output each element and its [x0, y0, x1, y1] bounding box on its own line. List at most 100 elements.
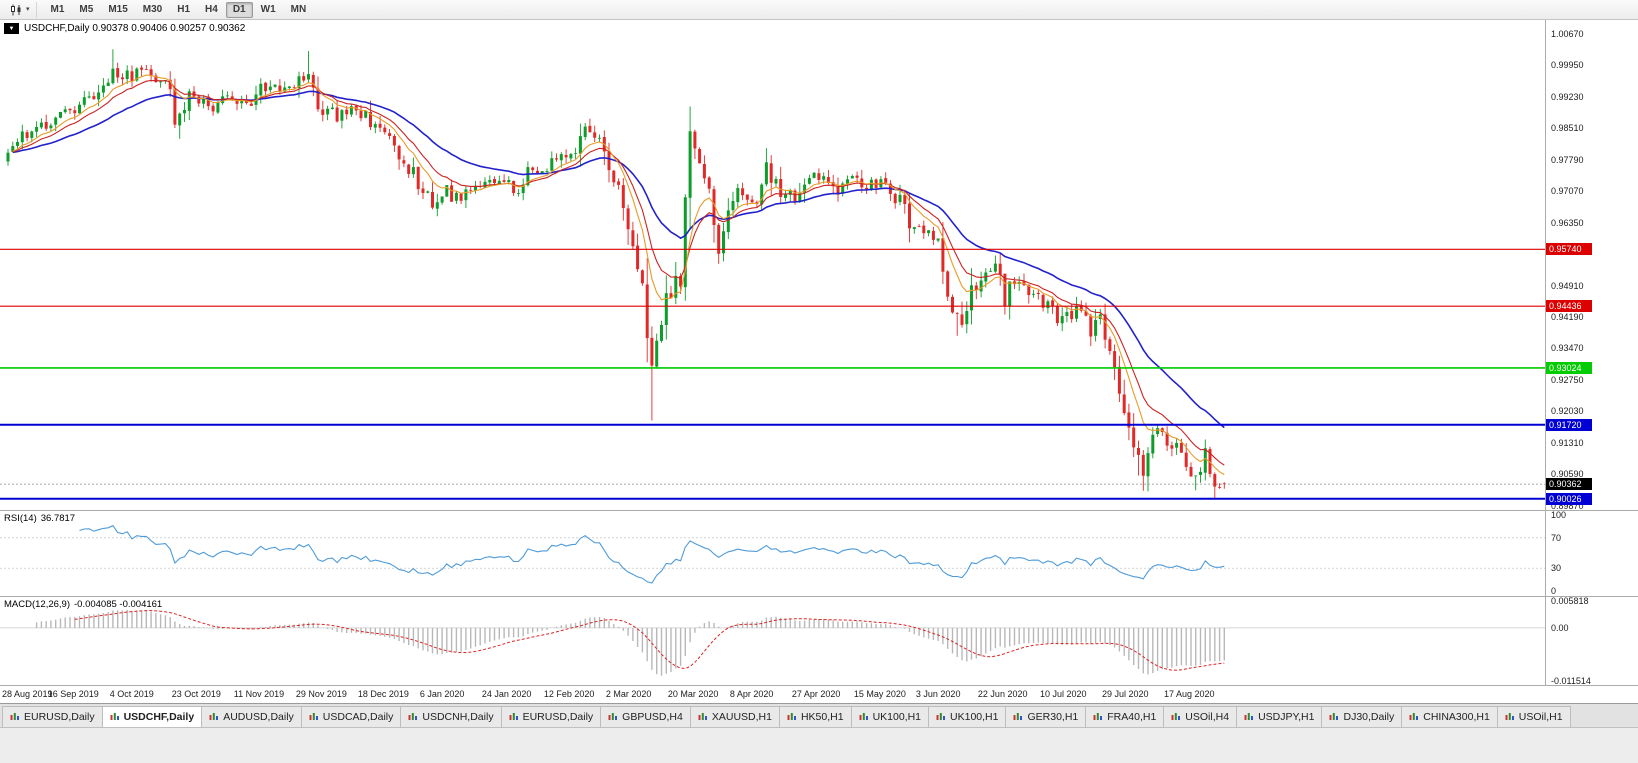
chart-tab-label: GBPUSD,H4 [622, 711, 683, 723]
price-tick: 0.98510 [1551, 123, 1584, 134]
rsi-pane-title: RSI(14) 36.7817 [4, 513, 75, 524]
chart-tab-label: USOil,H1 [1518, 711, 1563, 723]
timeframe-h4[interactable]: H4 [205, 3, 218, 15]
chart-tab-label: FRA40,H1 [1107, 711, 1157, 723]
chart-tab-label: HK50,H1 [800, 711, 844, 723]
chart-tab-label: USOil,H4 [1185, 711, 1230, 723]
chart-title: USDCHF,Daily 0.90378 0.90406 0.90257 0.9… [24, 23, 245, 34]
price-tick: 1.00670 [1551, 29, 1584, 40]
price-chart[interactable] [0, 20, 1545, 510]
chart-tab-hk50-h1[interactable]: HK50,H1 [778, 706, 851, 727]
price-tick: 0.97790 [1551, 154, 1584, 165]
rsi-scale[interactable]: 100 70 30 0 [1545, 510, 1638, 596]
timeframe-m30[interactable]: M30 [142, 3, 163, 15]
price-pane: ▼ USDCHF,Daily 0.90378 0.90406 0.90257 0… [0, 20, 1638, 511]
macd-pane-title: MACD(12,26,9) -0.004085 -0.004161 [4, 599, 162, 610]
chart-icon [110, 713, 119, 720]
date-label: 20 Mar 2020 [667, 689, 719, 699]
chart-tab-usoil-h4[interactable]: USOil,H4 [1163, 706, 1237, 727]
chart-icon [608, 713, 618, 720]
chart-tab-dj30-daily[interactable]: DJ30,Daily [1321, 706, 1402, 727]
date-label: 12 Feb 2020 [543, 689, 595, 699]
chart-tab-audusd-daily[interactable]: AUDUSD,Daily [201, 706, 301, 727]
timeframe-m15[interactable]: M15 [108, 3, 128, 15]
chart-tab-label: EURUSD,Daily [24, 711, 95, 723]
rsi-chart[interactable] [0, 511, 1545, 596]
rsi-label: RSI(14) [4, 513, 37, 524]
level-price-label: 0.95740 [1546, 243, 1592, 256]
timeframe-m1[interactable]: M1 [50, 3, 65, 15]
chart-tab-uk100-h1[interactable]: UK100,H1 [928, 706, 1006, 727]
chart-tab-usdcnh-daily[interactable]: USDCNH,Daily [400, 706, 501, 727]
chart-tab-eurusd-daily[interactable]: EURUSD,Daily [500, 706, 601, 727]
date-label: 27 Apr 2020 [791, 689, 841, 699]
date-label: 17 Aug 2020 [1163, 689, 1215, 699]
chart-tab-eurusd-daily[interactable]: EURUSD,Daily [2, 706, 102, 727]
date-label: 15 May 2020 [853, 689, 906, 699]
chart-tab-china300-h1[interactable]: CHINA300,H1 [1401, 706, 1497, 727]
macd-chart[interactable] [0, 597, 1545, 685]
price-tick: 0.92030 [1551, 406, 1584, 417]
chart-tab-ger30-h1[interactable]: GER30,H1 [1005, 706, 1086, 727]
candlestick-chart-icon [11, 4, 21, 15]
date-label: 6 Jan 2020 [419, 689, 465, 699]
chart-ohlc-values: 0.90378 0.90406 0.90257 0.90362 [92, 23, 246, 34]
rsi-tick: 0 [1551, 586, 1557, 596]
chart-icon [309, 713, 318, 720]
toolbar: ▾ M1 M5 M15 M30 H1 H4 D1 W1 MN [0, 0, 1638, 20]
chart-tab-xauusd-h1[interactable]: XAUUSD,H1 [689, 706, 779, 727]
rsi-pane: RSI(14) 36.7817 100 70 30 0 [0, 510, 1638, 597]
chart-icon [408, 713, 418, 720]
chart-tab-label: EURUSD,Daily [522, 711, 594, 723]
chart-type-button[interactable]: ▾ [4, 1, 37, 18]
timeframe-h1[interactable]: H1 [177, 3, 191, 15]
price-tick: 0.93470 [1551, 343, 1584, 354]
chart-tab-fra40-h1[interactable]: FRA40,H1 [1085, 706, 1164, 727]
chart-tab-label: USDCNH,Daily [422, 711, 494, 723]
macd-values: -0.004085 -0.004161 [74, 599, 163, 610]
price-tick: 0.94190 [1551, 311, 1584, 322]
chart-icon [1244, 713, 1254, 720]
chart-tab-usdjpy-h1[interactable]: USDJPY,H1 [1236, 706, 1322, 727]
chart-icon [209, 713, 219, 720]
timeframe-d1[interactable]: D1 [225, 1, 253, 18]
chart-tab-label: USDJPY,H1 [1258, 711, 1315, 723]
macd-tick: 0.005818 [1551, 596, 1589, 606]
timeframe-buttons: M1 M5 M15 M30 H1 H4 D1 W1 MN [44, 1, 314, 18]
chart-tab-usoil-h1[interactable]: USOil,H1 [1496, 706, 1571, 727]
price-tick: 0.92750 [1551, 374, 1584, 385]
chart-icon [1409, 713, 1419, 720]
price-scale[interactable]: 1.00670 0.99950 0.99230 0.98510 0.97790 0.970… [1545, 20, 1638, 511]
chart-tab-label: USDCHF,Daily [123, 711, 195, 723]
price-tick: 0.91310 [1551, 437, 1584, 448]
level-price-label: 0.93024 [1546, 361, 1592, 374]
macd-scale[interactable]: 0.005818 0.00 -0.011514 [1545, 596, 1638, 686]
time-axis[interactable]: 28 Aug 2019 16 Sep 2019 4 Oct 2019 23 Oct 2… [0, 686, 1638, 704]
rsi-value: 36.7817 [40, 513, 76, 524]
chart-tab-usdchf-daily[interactable]: USDCHF,Daily [101, 706, 202, 727]
macd-tick: -0.011514 [1551, 676, 1591, 686]
timeframe-w1[interactable]: W1 [260, 3, 276, 15]
chart-icon [1171, 713, 1181, 720]
price-tick: 0.94910 [1551, 280, 1584, 291]
dropdown-caret-icon: ▾ [26, 6, 30, 13]
date-label: 2 Mar 2020 [605, 689, 652, 699]
timeframe-mn[interactable]: MN [290, 3, 307, 15]
chart-symbol-period: USDCHF,Daily [24, 23, 90, 34]
date-label: 10 Jul 2020 [1039, 689, 1087, 699]
chart-tab-gbpusd-h4[interactable]: GBPUSD,H4 [600, 706, 690, 727]
chart-tabs: EURUSD,Daily USDCHF,Daily AUDUSD,Daily USDC… [0, 704, 1638, 728]
chart-icon [1505, 713, 1514, 720]
date-label: 3 Jun 2020 [915, 689, 961, 699]
chart-tab-label: USDCAD,Daily [322, 711, 394, 723]
level-price-label: 0.94436 [1546, 300, 1592, 313]
date-label: 29 Jul 2020 [1101, 689, 1149, 699]
chart-marker-icon[interactable]: ▼ [4, 23, 19, 34]
chart-tab-usdcad-daily[interactable]: USDCAD,Daily [300, 706, 401, 727]
date-label: 16 Sep 2019 [47, 689, 99, 699]
chart-icon [698, 713, 707, 720]
chart-tab-uk100-h1[interactable]: UK100,H1 [850, 706, 929, 727]
date-label: 4 Oct 2019 [109, 689, 154, 699]
timeframe-m5[interactable]: M5 [79, 3, 94, 15]
price-tick: 0.97070 [1551, 186, 1584, 197]
